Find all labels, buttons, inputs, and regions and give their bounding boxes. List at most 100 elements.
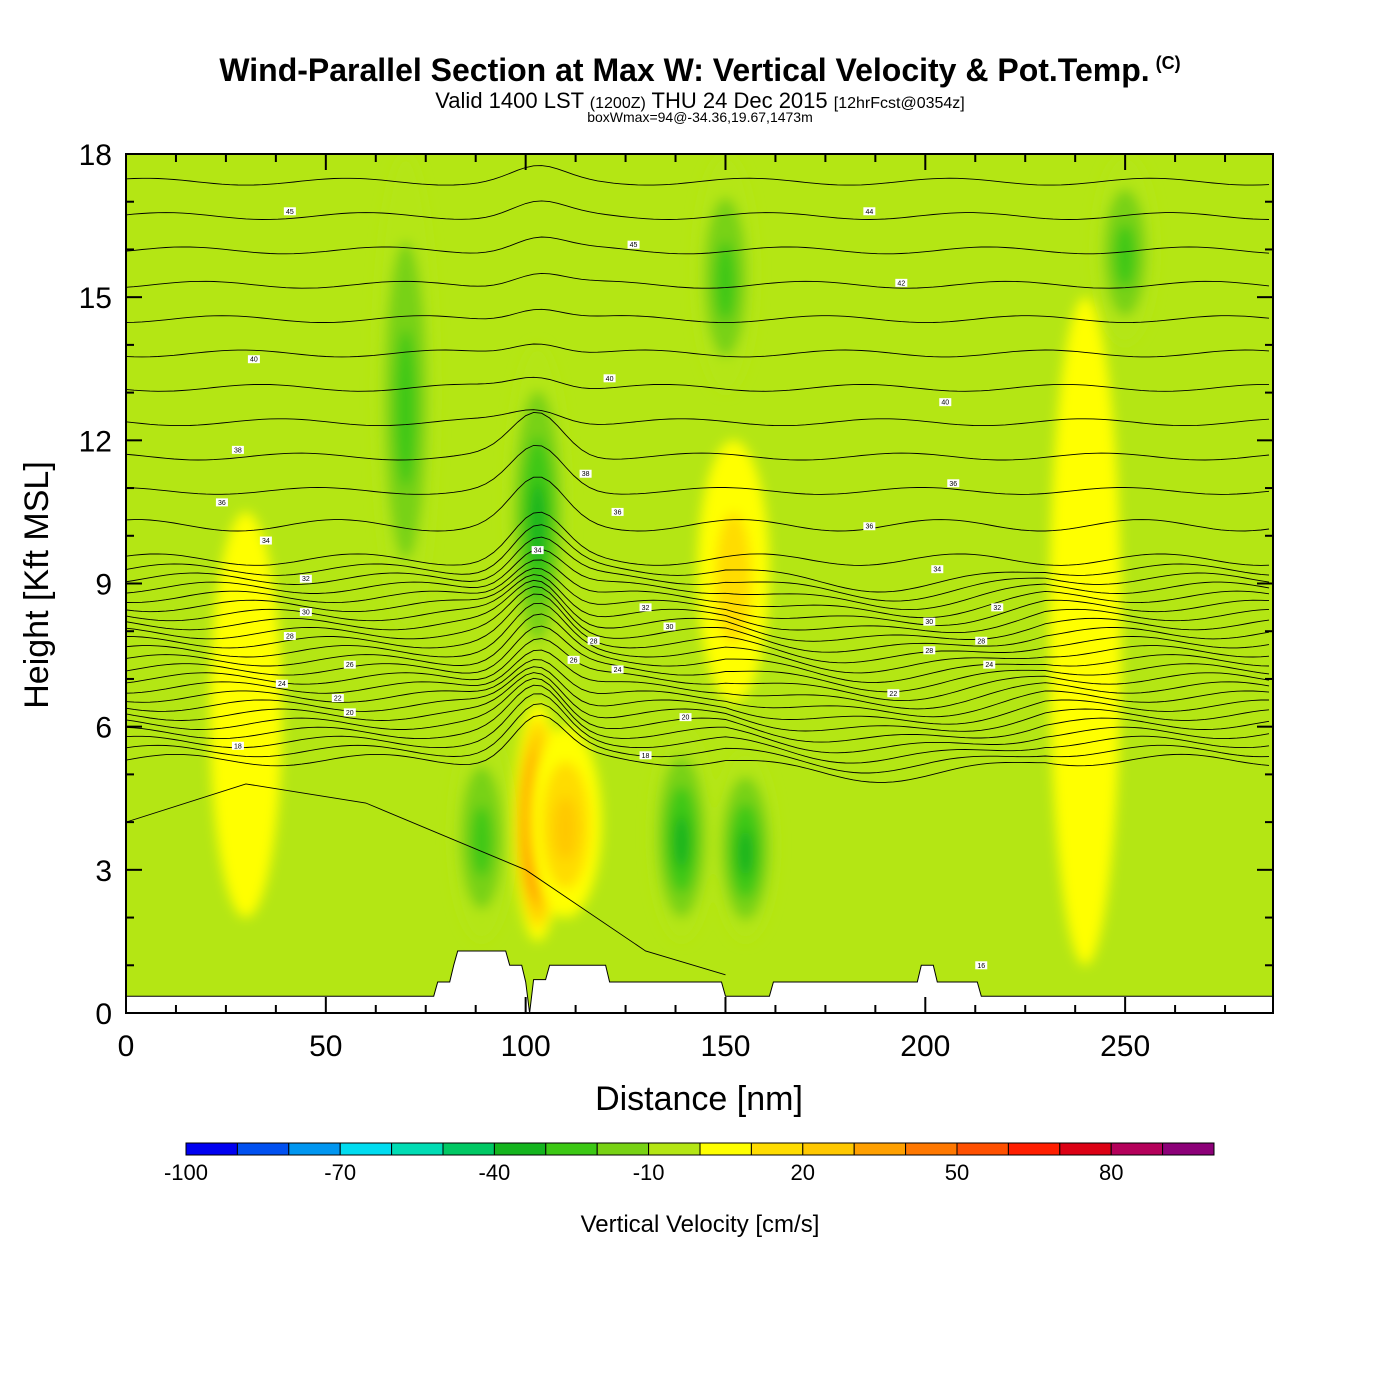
- contour-label: 40: [606, 376, 614, 383]
- y-axis-title: Height [Kft MSL]: [18, 461, 56, 709]
- contour-label-bg: [931, 565, 944, 574]
- colorbar: -100 -70 -40 -10 20 50 80: [164, 1142, 1215, 1185]
- updraft-core: [1049, 297, 1122, 966]
- contour-label-bg: [603, 374, 616, 383]
- updraft-core: [553, 796, 578, 861]
- contour-label: 28: [590, 638, 598, 645]
- colorbar-swatch: [648, 1142, 701, 1156]
- box-wmax-info: boxWmax=94@-34.36,19.67,1473m: [587, 109, 813, 125]
- potential-temperature-contours: [126, 165, 1270, 976]
- x-tick-label: 0: [118, 1030, 135, 1063]
- contour-label: 26: [346, 662, 354, 669]
- contour-label: 24: [278, 681, 286, 688]
- theta-contour: [126, 567, 1270, 626]
- downdraft-core: [673, 815, 690, 869]
- theta-contour: [126, 536, 1270, 602]
- theta-contour: [126, 613, 1270, 684]
- x-tick-label: 50: [309, 1030, 342, 1063]
- theta-contour: [126, 343, 1270, 358]
- downdraft-core: [714, 241, 737, 322]
- contour-label: 45: [286, 209, 294, 216]
- colorbar-swatch: [699, 1142, 752, 1156]
- contour-label-bg: [639, 751, 652, 760]
- contour-label: 45: [630, 242, 638, 249]
- colorbar-tick-label: 80: [1099, 1160, 1123, 1185]
- contour-label-bg: [299, 574, 312, 583]
- terrain-mask: [126, 950, 1273, 1013]
- downdraft-core: [529, 482, 546, 567]
- contour-label: 40: [250, 357, 258, 364]
- contour-label-bg: [923, 646, 936, 655]
- contour-label: 16: [977, 963, 985, 970]
- colorbar-swatch: [339, 1142, 393, 1156]
- theta-contour: [126, 672, 1270, 732]
- theta-contour: [126, 693, 1270, 764]
- colorbar-swatch: [1162, 1142, 1215, 1156]
- contour-label-bg: [939, 398, 952, 407]
- contour-label: 36: [614, 509, 622, 516]
- x-tick-label: 200: [900, 1030, 950, 1063]
- downdraft-core: [471, 805, 493, 877]
- contour-label-bg: [627, 240, 640, 249]
- contour-label-bg: [679, 713, 692, 722]
- colorbar-tick-label: -40: [479, 1160, 511, 1185]
- contour-label: 28: [925, 648, 933, 655]
- contour-label: 30: [925, 619, 933, 626]
- colorbar-swatch: [236, 1142, 290, 1156]
- theta-contour: [126, 659, 1270, 718]
- theta-contour: [126, 625, 1270, 693]
- contour-label-bg: [895, 278, 908, 287]
- theta-contour: [126, 511, 1270, 566]
- theta-contour: [126, 703, 1270, 774]
- terrain-profile: [126, 950, 1273, 1013]
- contour-label-bg: [283, 207, 296, 216]
- colorbar-tick-label: 20: [791, 1160, 815, 1185]
- theta-contour: [126, 444, 1270, 495]
- x-tick-label: 250: [1100, 1030, 1150, 1063]
- contour-label-bg: [947, 479, 960, 488]
- contour-label-bg: [247, 355, 260, 364]
- contour-label-bg: [231, 445, 244, 454]
- contour-label: 38: [234, 447, 242, 454]
- contour-label: 22: [889, 691, 897, 698]
- contour-label-bg: [579, 469, 592, 478]
- contour-label-bg: [639, 603, 652, 612]
- contour-label: 28: [977, 638, 985, 645]
- colorbar-tick-label: -10: [633, 1160, 665, 1185]
- contour-label: 18: [234, 743, 242, 750]
- theta-contour: [126, 409, 1270, 427]
- contour-labels: 45 45 44 42 40 40 40 38 38 36 36 36 36 34 34 34 32 32 32 30…: [215, 207, 1004, 970]
- contour-label: 24: [985, 662, 993, 669]
- contour-label: 28: [286, 633, 294, 640]
- colorbar-tick-label: 50: [945, 1160, 969, 1185]
- contour-label: 40: [941, 400, 949, 407]
- contour-label-bg: [983, 660, 996, 669]
- colorbar-title: Vertical Velocity [cm/s]: [581, 1211, 820, 1238]
- copyright-mark: (C): [1155, 53, 1181, 74]
- contour-label-bg: [215, 498, 228, 507]
- y-tick-label: 12: [79, 425, 112, 458]
- theta-contour: [126, 714, 1270, 783]
- theta-contour: [126, 579, 1270, 642]
- contour-label: 42: [897, 280, 905, 287]
- contour-label: 20: [682, 715, 690, 722]
- colorbar-swatch: [802, 1142, 855, 1156]
- colorbar-swatch: [1059, 1142, 1112, 1156]
- colorbar-swatch: [956, 1142, 1009, 1156]
- contour-label-bg: [343, 660, 356, 669]
- contour-label: 44: [865, 209, 873, 216]
- contour-label-bg: [231, 741, 244, 750]
- updraft-core: [715, 512, 752, 644]
- x-axis-ticks: 0 50 100 150 200 250: [118, 154, 1227, 1063]
- contour-label-bg: [991, 603, 1004, 612]
- contour-label: 38: [582, 471, 590, 478]
- colorbar-swatch: [391, 1142, 444, 1156]
- colorbar-swatch: [288, 1142, 341, 1156]
- theta-contour: [126, 638, 1270, 702]
- contour-label: 30: [302, 610, 310, 617]
- contour-label-bg: [587, 636, 600, 645]
- contour-label: 22: [334, 696, 342, 703]
- contour-label: 32: [642, 605, 650, 612]
